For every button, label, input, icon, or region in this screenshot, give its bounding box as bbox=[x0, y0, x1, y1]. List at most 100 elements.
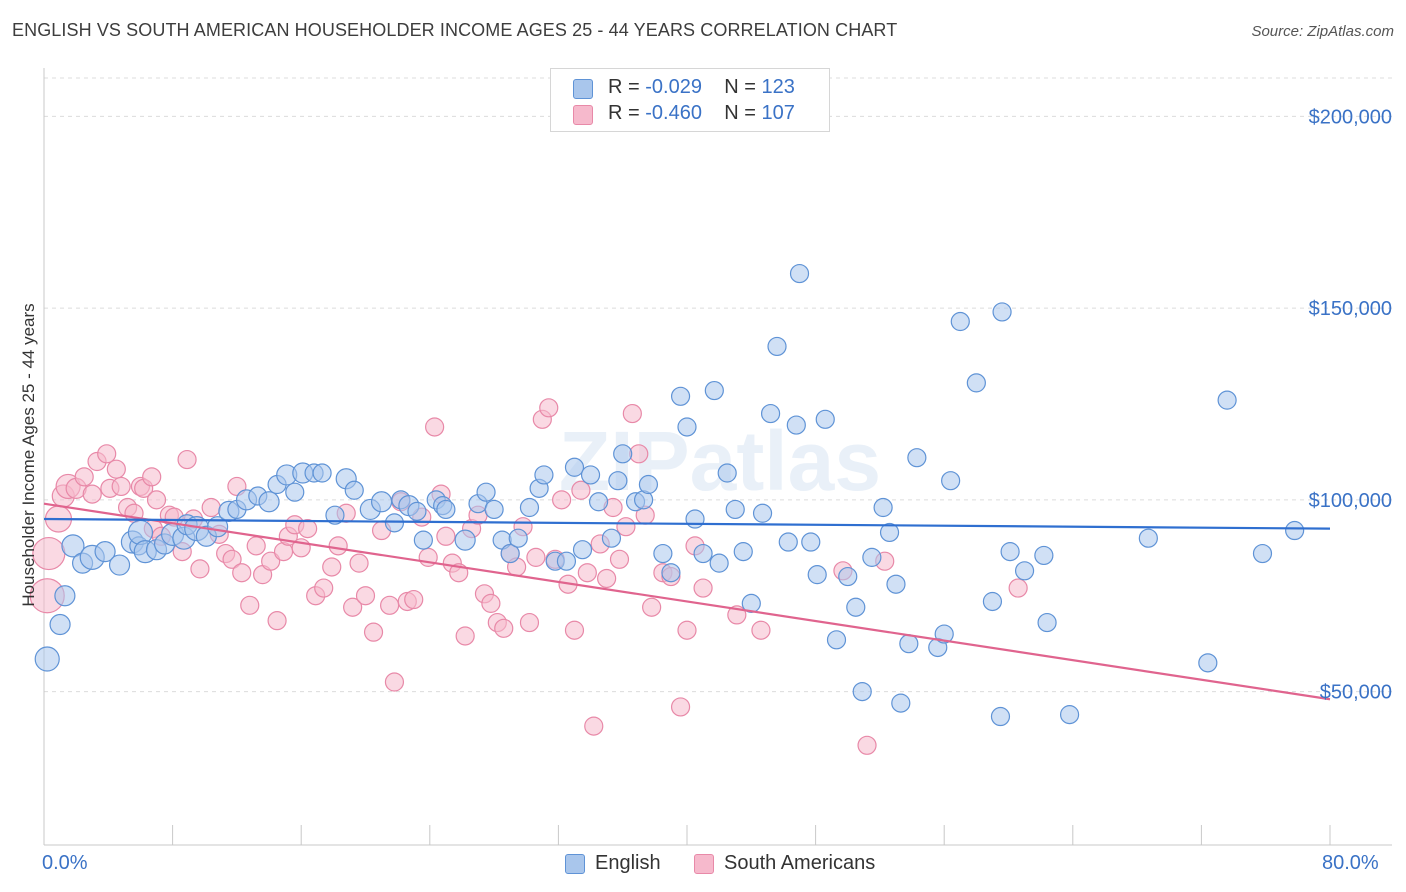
legend-n-value: 107 bbox=[761, 102, 795, 124]
y-tick-label: $200,000 bbox=[1309, 106, 1392, 128]
english-point bbox=[760, 403, 781, 424]
south-americans-point bbox=[425, 417, 445, 437]
south-americans-point bbox=[190, 559, 210, 579]
english-point bbox=[454, 529, 476, 551]
south-americans-point bbox=[622, 403, 642, 424]
south-americans-point bbox=[322, 557, 342, 577]
south-americans-point bbox=[577, 563, 597, 583]
x-tick-min: 0.0% bbox=[42, 852, 88, 874]
south-americans-point bbox=[526, 547, 546, 567]
english-point bbox=[801, 532, 821, 552]
english-point bbox=[312, 463, 332, 483]
south-americans-point bbox=[111, 476, 131, 497]
english-point bbox=[725, 499, 745, 520]
south-americans-point bbox=[267, 611, 287, 631]
english-point bbox=[717, 463, 737, 483]
english-point bbox=[49, 613, 71, 636]
english-point bbox=[846, 597, 866, 617]
south-americans-point bbox=[97, 444, 117, 464]
english-point bbox=[476, 482, 496, 502]
south-americans-point bbox=[177, 449, 197, 470]
south-americans-point bbox=[1008, 578, 1028, 598]
south-americans-point bbox=[246, 536, 266, 556]
y-axis-label: Householder Income Ages 25 - 44 years bbox=[19, 303, 38, 606]
south-americans-point bbox=[609, 549, 630, 569]
south-americans-point bbox=[481, 593, 501, 613]
english-point bbox=[484, 499, 504, 520]
south-americans-point bbox=[494, 618, 514, 638]
x-tick-max: 80.0% bbox=[1322, 852, 1379, 874]
english-point bbox=[941, 471, 961, 491]
english-point bbox=[815, 409, 835, 429]
south-americans-point bbox=[693, 578, 713, 598]
english-point bbox=[258, 491, 280, 513]
english-point bbox=[1014, 561, 1035, 581]
english-point bbox=[508, 528, 528, 548]
english-point bbox=[572, 540, 593, 560]
south-americans-point bbox=[380, 595, 400, 615]
english-point bbox=[670, 386, 691, 406]
english-point bbox=[789, 263, 810, 284]
south-americans-point bbox=[857, 735, 877, 755]
english-point bbox=[1000, 542, 1020, 562]
english-swatch bbox=[573, 79, 593, 99]
south-americans-points bbox=[29, 398, 1028, 755]
english-point bbox=[344, 480, 364, 500]
english-point bbox=[685, 509, 705, 529]
english-point bbox=[661, 563, 681, 583]
south-americans-point bbox=[349, 553, 369, 573]
english-point bbox=[325, 505, 345, 525]
south-americans-point bbox=[616, 517, 636, 537]
south-americans-point bbox=[571, 480, 591, 500]
english-point bbox=[1034, 545, 1054, 566]
english-point bbox=[588, 492, 609, 512]
english-point bbox=[982, 591, 1003, 612]
english-point bbox=[1252, 543, 1273, 564]
english-point bbox=[413, 530, 433, 550]
bottom-legend-label: South Americans bbox=[724, 852, 876, 874]
south-americans-point bbox=[552, 490, 572, 510]
south-americans-point bbox=[404, 589, 424, 610]
legend-n-value: 123 bbox=[761, 76, 795, 98]
english-point bbox=[950, 311, 970, 332]
english-point bbox=[407, 501, 427, 521]
english-point bbox=[879, 522, 900, 543]
english-point bbox=[992, 302, 1012, 322]
english-point bbox=[934, 624, 954, 644]
south-americans-point bbox=[436, 526, 456, 546]
legend-r-label: R = bbox=[608, 76, 640, 98]
english-point bbox=[608, 471, 628, 491]
english-point bbox=[704, 380, 724, 401]
south-americans-point bbox=[222, 549, 242, 569]
english-point bbox=[852, 681, 872, 702]
south-americans-point bbox=[629, 444, 649, 464]
english-point bbox=[601, 528, 622, 548]
english-point bbox=[886, 574, 906, 594]
south-americans-point bbox=[232, 563, 252, 583]
south-americans-point bbox=[584, 716, 604, 736]
trend-lines bbox=[43, 502, 1331, 701]
english-point bbox=[534, 465, 554, 485]
english-point bbox=[556, 551, 577, 571]
english-point bbox=[709, 553, 729, 573]
south-americans-point bbox=[519, 612, 540, 633]
english-point bbox=[54, 585, 76, 607]
english-point bbox=[807, 565, 827, 585]
english-point bbox=[990, 706, 1011, 727]
english-point bbox=[285, 482, 305, 502]
y-tick-label: $100,000 bbox=[1309, 490, 1392, 512]
english-point bbox=[1217, 390, 1237, 410]
legend-r-label: R = bbox=[608, 102, 640, 124]
south-americans-swatch bbox=[694, 854, 714, 874]
english-points bbox=[34, 263, 1305, 727]
south-americans-point bbox=[82, 484, 102, 504]
watermark: ZIPatlas bbox=[559, 414, 881, 508]
english-point bbox=[677, 417, 697, 437]
english-point bbox=[61, 534, 85, 558]
english-point bbox=[1059, 705, 1080, 725]
english-point bbox=[436, 499, 456, 520]
english-swatch bbox=[565, 854, 585, 874]
english-point bbox=[613, 444, 633, 464]
south-americans-point bbox=[455, 626, 475, 646]
